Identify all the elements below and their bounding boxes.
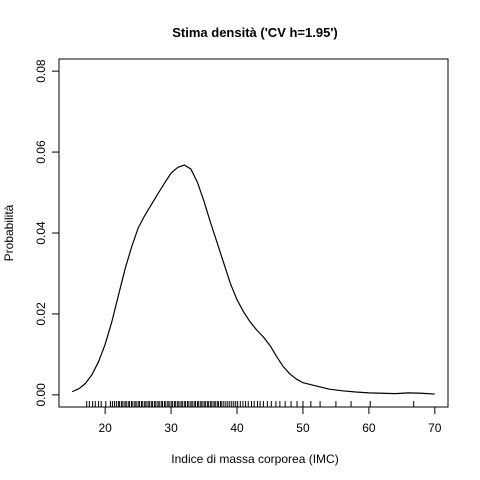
y-axis-label: Probabilità xyxy=(2,204,16,261)
plot-frame xyxy=(58,58,449,408)
y-tick-label: 0.08 xyxy=(34,59,48,83)
y-tick-label: 0.04 xyxy=(34,221,48,245)
x-tick-label: 40 xyxy=(230,421,244,435)
y-tick-label: 0.06 xyxy=(34,140,48,164)
rug-layer xyxy=(86,401,415,407)
y-axis: 0.00 0.02 0.04 0.06 0.08 xyxy=(34,59,60,407)
x-axis: 20 30 40 50 60 70 xyxy=(98,406,442,435)
y-tick-label: 0.02 xyxy=(34,302,48,326)
x-tick-label: 20 xyxy=(98,421,112,435)
x-tick-label: 30 xyxy=(164,421,178,435)
density-curve xyxy=(71,164,435,395)
series-layer xyxy=(71,164,435,395)
x-tick-label: 50 xyxy=(296,421,310,435)
y-tick-label: 0.00 xyxy=(34,383,48,407)
x-tick-label: 60 xyxy=(362,421,376,435)
chart-title: Stima densità ('CV h=1.95') xyxy=(172,25,337,40)
x-tick-label: 70 xyxy=(428,421,442,435)
x-axis-label: Indice di massa corporea (IMC) xyxy=(171,452,338,466)
